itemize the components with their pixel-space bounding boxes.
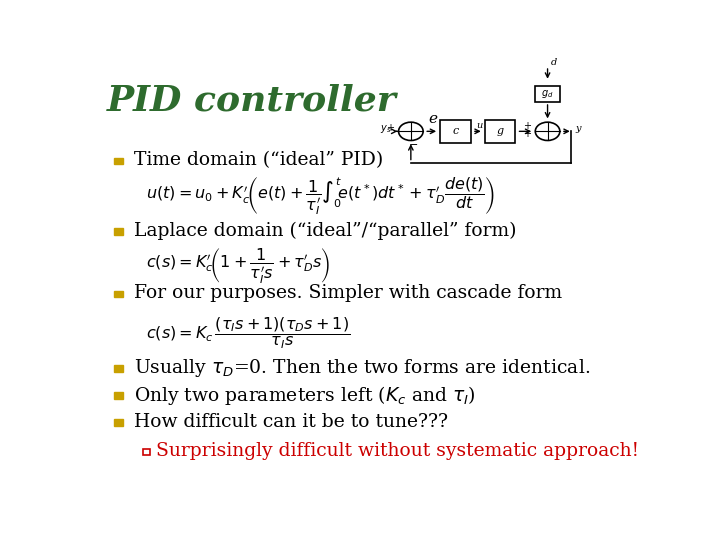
Bar — [114, 228, 123, 235]
Text: $y_s$: $y_s$ — [380, 123, 392, 135]
Text: PID controller: PID controller — [107, 84, 397, 118]
Text: u: u — [477, 121, 482, 130]
Text: $u(t) = u_0 + K_c^{\prime}\!\left(e(t) + \dfrac{1}{\tau_I^{\prime}}\int_0^t\! e(: $u(t) = u_0 + K_c^{\prime}\!\left(e(t) +… — [145, 175, 495, 217]
Text: +: + — [523, 121, 531, 131]
Text: +: + — [386, 123, 395, 133]
Text: y: y — [575, 124, 581, 133]
Bar — [114, 291, 123, 297]
Bar — [143, 449, 150, 455]
Text: e: e — [428, 112, 438, 126]
Text: Laplace domain (“ideal”/“parallel” form): Laplace domain (“ideal”/“parallel” form) — [133, 222, 516, 240]
Text: For our purposes. Simpler with cascade form: For our purposes. Simpler with cascade f… — [133, 285, 562, 302]
Text: $c(s) = K_c\,\dfrac{(\tau_I s+1)(\tau_D s+1)}{\tau_I s}$: $c(s) = K_c\,\dfrac{(\tau_I s+1)(\tau_D … — [145, 315, 350, 351]
Bar — [114, 420, 123, 426]
Bar — [114, 366, 123, 372]
Text: d: d — [551, 58, 557, 67]
Bar — [440, 120, 471, 143]
Text: $g_d$: $g_d$ — [541, 88, 554, 100]
Text: Surprisingly difficult without systematic approach!: Surprisingly difficult without systemati… — [156, 442, 639, 461]
Bar — [114, 393, 123, 399]
Circle shape — [399, 122, 423, 140]
Text: Time domain (“ideal” PID): Time domain (“ideal” PID) — [133, 151, 383, 170]
Bar — [535, 85, 560, 102]
Text: $c(s) = K_c^{\prime}\!\left(1 + \dfrac{1}{\tau_I^{\prime} s} + \tau_D^{\prime} s: $c(s) = K_c^{\prime}\!\left(1 + \dfrac{1… — [145, 246, 330, 285]
Bar — [485, 120, 516, 143]
Text: c: c — [452, 126, 459, 136]
Circle shape — [535, 122, 560, 140]
Text: Usually $\tau_D$=0. Then the two forms are identical.: Usually $\tau_D$=0. Then the two forms a… — [133, 357, 590, 379]
Text: +: + — [523, 129, 531, 139]
Bar — [114, 158, 123, 164]
Text: Only two parameters left ($K_c$ and $\tau_I$): Only two parameters left ($K_c$ and $\ta… — [133, 384, 475, 407]
Text: How difficult can it be to tune???: How difficult can it be to tune??? — [133, 414, 448, 431]
Text: g: g — [497, 126, 504, 136]
Text: −: − — [409, 140, 418, 150]
